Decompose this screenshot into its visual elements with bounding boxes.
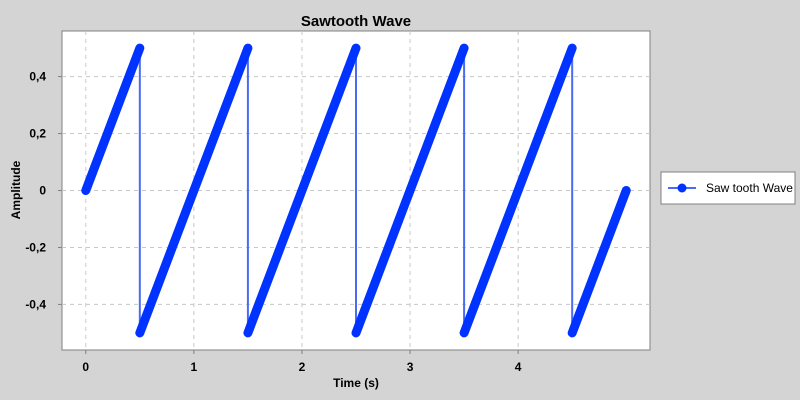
x-tick-label: 1 xyxy=(191,360,198,374)
x-axis-label: Time (s) xyxy=(333,376,379,390)
series-ramp xyxy=(351,43,469,338)
series-ramp xyxy=(135,43,253,338)
x-tick-label: 0 xyxy=(82,360,89,374)
grid-lines xyxy=(62,31,650,350)
series-ramp xyxy=(243,43,361,338)
series-ramp xyxy=(81,43,145,195)
x-tick-label: 2 xyxy=(299,360,306,374)
axes: 0 1 2 3 4 -0,4 -0,2 0 0,2 0,4 xyxy=(25,70,521,374)
y-tick-label: 0,4 xyxy=(29,70,46,84)
chart-title: Sawtooth Wave xyxy=(301,13,411,30)
y-tick-label: -0,4 xyxy=(25,297,46,311)
series-line xyxy=(84,47,628,334)
y-tick-label: 0 xyxy=(39,184,46,198)
legend-label: Saw tooth Wave xyxy=(706,181,793,195)
legend-marker-icon xyxy=(677,183,687,193)
series-ramp xyxy=(459,43,577,338)
x-tick-label: 4 xyxy=(515,360,522,374)
legend: Saw tooth Wave xyxy=(660,171,796,205)
series-ramp xyxy=(567,186,631,338)
y-tick-label: -0,2 xyxy=(25,240,46,254)
y-tick-label: 0,2 xyxy=(29,127,46,141)
x-tick-label: 3 xyxy=(407,360,414,374)
series-layer xyxy=(81,43,631,338)
y-axis-label: Amplitude xyxy=(9,160,23,219)
